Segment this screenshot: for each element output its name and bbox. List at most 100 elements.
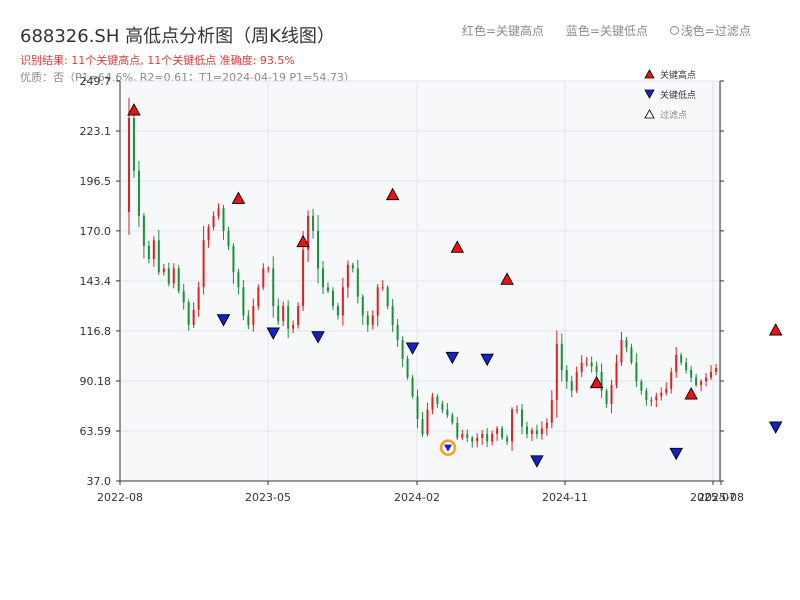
candle	[187, 299, 190, 331]
candle-body	[287, 306, 290, 329]
candle	[162, 263, 165, 276]
y-tick-label: 249.7	[80, 75, 112, 88]
candle-body	[282, 306, 285, 322]
candle	[227, 226, 230, 250]
candle-body	[675, 355, 678, 372]
candle-body	[346, 264, 349, 288]
candle	[665, 382, 668, 396]
candle-body	[580, 362, 583, 372]
candle	[346, 260, 349, 298]
key-high-marker	[450, 240, 465, 253]
candle-body	[132, 118, 135, 171]
key-high-marker	[296, 234, 310, 248]
candle-body	[620, 339, 623, 363]
candle	[282, 301, 285, 327]
candle-body	[411, 377, 414, 397]
candle	[307, 210, 310, 262]
candle	[172, 263, 175, 289]
candle-body	[307, 215, 310, 250]
candle-body	[212, 215, 215, 228]
candle	[242, 280, 245, 321]
candle-body	[550, 400, 553, 423]
candle-body	[331, 291, 334, 307]
candle	[590, 356, 593, 373]
key-high-marker	[385, 187, 400, 201]
candle	[700, 379, 703, 392]
candle-body	[446, 409, 449, 416]
key-high-marker	[684, 387, 698, 400]
candle-body	[257, 287, 260, 307]
candle	[476, 433, 479, 448]
candle-body	[326, 287, 329, 292]
candle-body	[127, 118, 130, 213]
candle	[197, 281, 200, 317]
candle-body	[351, 264, 354, 269]
candle	[451, 412, 454, 425]
chart-title: 688326.SH 高低点分析图（周K线图）	[20, 26, 335, 47]
candle-body	[302, 249, 305, 307]
candle-body	[605, 390, 608, 404]
key-low-marker	[530, 455, 544, 468]
candle-body	[640, 381, 643, 391]
candle	[297, 302, 300, 329]
recognition-result: 识别结果: 11个关键高点, 11个关键低点 准确度: 93.5%	[20, 54, 295, 67]
candle	[406, 355, 409, 380]
key-low-marker	[669, 447, 683, 461]
y-tick-label: 63.59	[80, 425, 112, 438]
candle-body	[336, 306, 339, 316]
candle-body	[615, 362, 618, 386]
candle-body	[252, 306, 255, 325]
x-tick-label: 2023-05	[245, 491, 291, 504]
candle-body	[421, 418, 424, 434]
candle-body	[600, 371, 603, 391]
candle-body	[222, 208, 225, 231]
candle	[441, 400, 444, 414]
candle-body	[267, 268, 270, 270]
triangle-down-icon	[644, 89, 655, 99]
y-tick-label: 170.0	[80, 225, 112, 238]
candle	[695, 373, 698, 388]
candle-body	[456, 422, 459, 438]
candle-body	[406, 358, 409, 378]
candle	[640, 379, 643, 395]
key-low-marker	[216, 314, 231, 327]
key-low-marker	[311, 331, 325, 344]
y-tick-label: 90.18	[80, 375, 112, 388]
candle	[212, 211, 215, 231]
candle	[530, 427, 533, 441]
candle	[147, 240, 150, 264]
candle	[506, 434, 509, 446]
candle	[575, 366, 578, 394]
candle-body	[520, 409, 523, 427]
candle-body	[545, 422, 548, 429]
candle-body	[431, 396, 434, 410]
candle	[381, 280, 384, 291]
candle	[202, 225, 205, 295]
candle-body	[525, 426, 528, 434]
candle-body	[297, 306, 300, 325]
candle	[192, 302, 195, 328]
triangle-outline-icon	[644, 109, 655, 119]
light-filtered-key: 浅色=过滤点	[669, 24, 751, 38]
y-tick-label: 196.5	[80, 175, 112, 188]
candle	[491, 430, 494, 446]
candle-body	[476, 437, 479, 442]
x-tick-label: 2024-11	[542, 491, 588, 504]
candle-body	[396, 324, 399, 340]
key-high-marker	[127, 103, 141, 116]
candle	[391, 298, 394, 333]
candle-body	[272, 268, 275, 307]
candle-body	[341, 287, 344, 316]
candle	[257, 284, 260, 310]
candle	[152, 236, 155, 267]
candle	[471, 435, 474, 448]
candle-body	[157, 240, 160, 273]
candle	[660, 387, 663, 401]
candle	[207, 224, 210, 248]
candle-body	[705, 377, 708, 382]
candle-body	[565, 370, 568, 382]
candle-body	[575, 371, 578, 391]
candle	[545, 418, 548, 436]
candle-body	[710, 371, 713, 378]
key-low-marker	[405, 342, 420, 355]
